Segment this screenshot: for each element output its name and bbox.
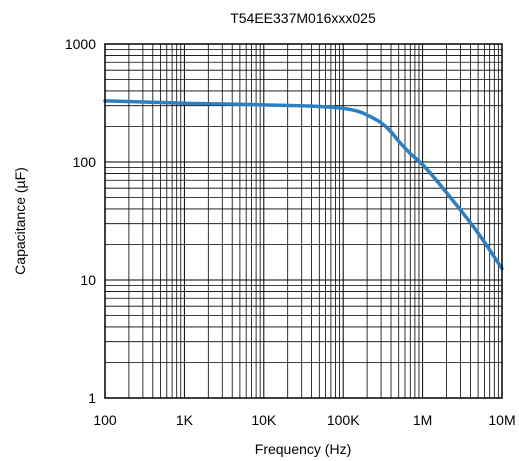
x-tick-label: 100K [327,412,360,428]
x-axis-label: Frequency (Hz) [255,441,351,457]
x-tick-label: 10M [488,412,515,428]
x-tick-label: 1M [413,412,432,428]
y-tick-label: 1 [88,390,96,406]
y-tick-label: 1000 [65,36,96,52]
series-line [103,99,504,271]
y-tick-label: 10 [80,272,96,288]
chart-title: T54EE337M016xxx025 [230,10,376,26]
x-tick-label: 1K [176,412,194,428]
y-axis-label: Capacitance (µF) [12,167,28,275]
x-tick-labels: 100 1K 10K 100K 1M 10M [93,412,515,428]
x-tick-label: 100 [93,412,117,428]
x-tick-label: 10K [251,412,277,428]
grid [104,44,502,399]
y-tick-labels: 1 10 100 1000 [65,36,96,406]
plot-frame [104,43,503,399]
series-layer [103,99,504,271]
y-tick-label: 100 [73,154,97,170]
